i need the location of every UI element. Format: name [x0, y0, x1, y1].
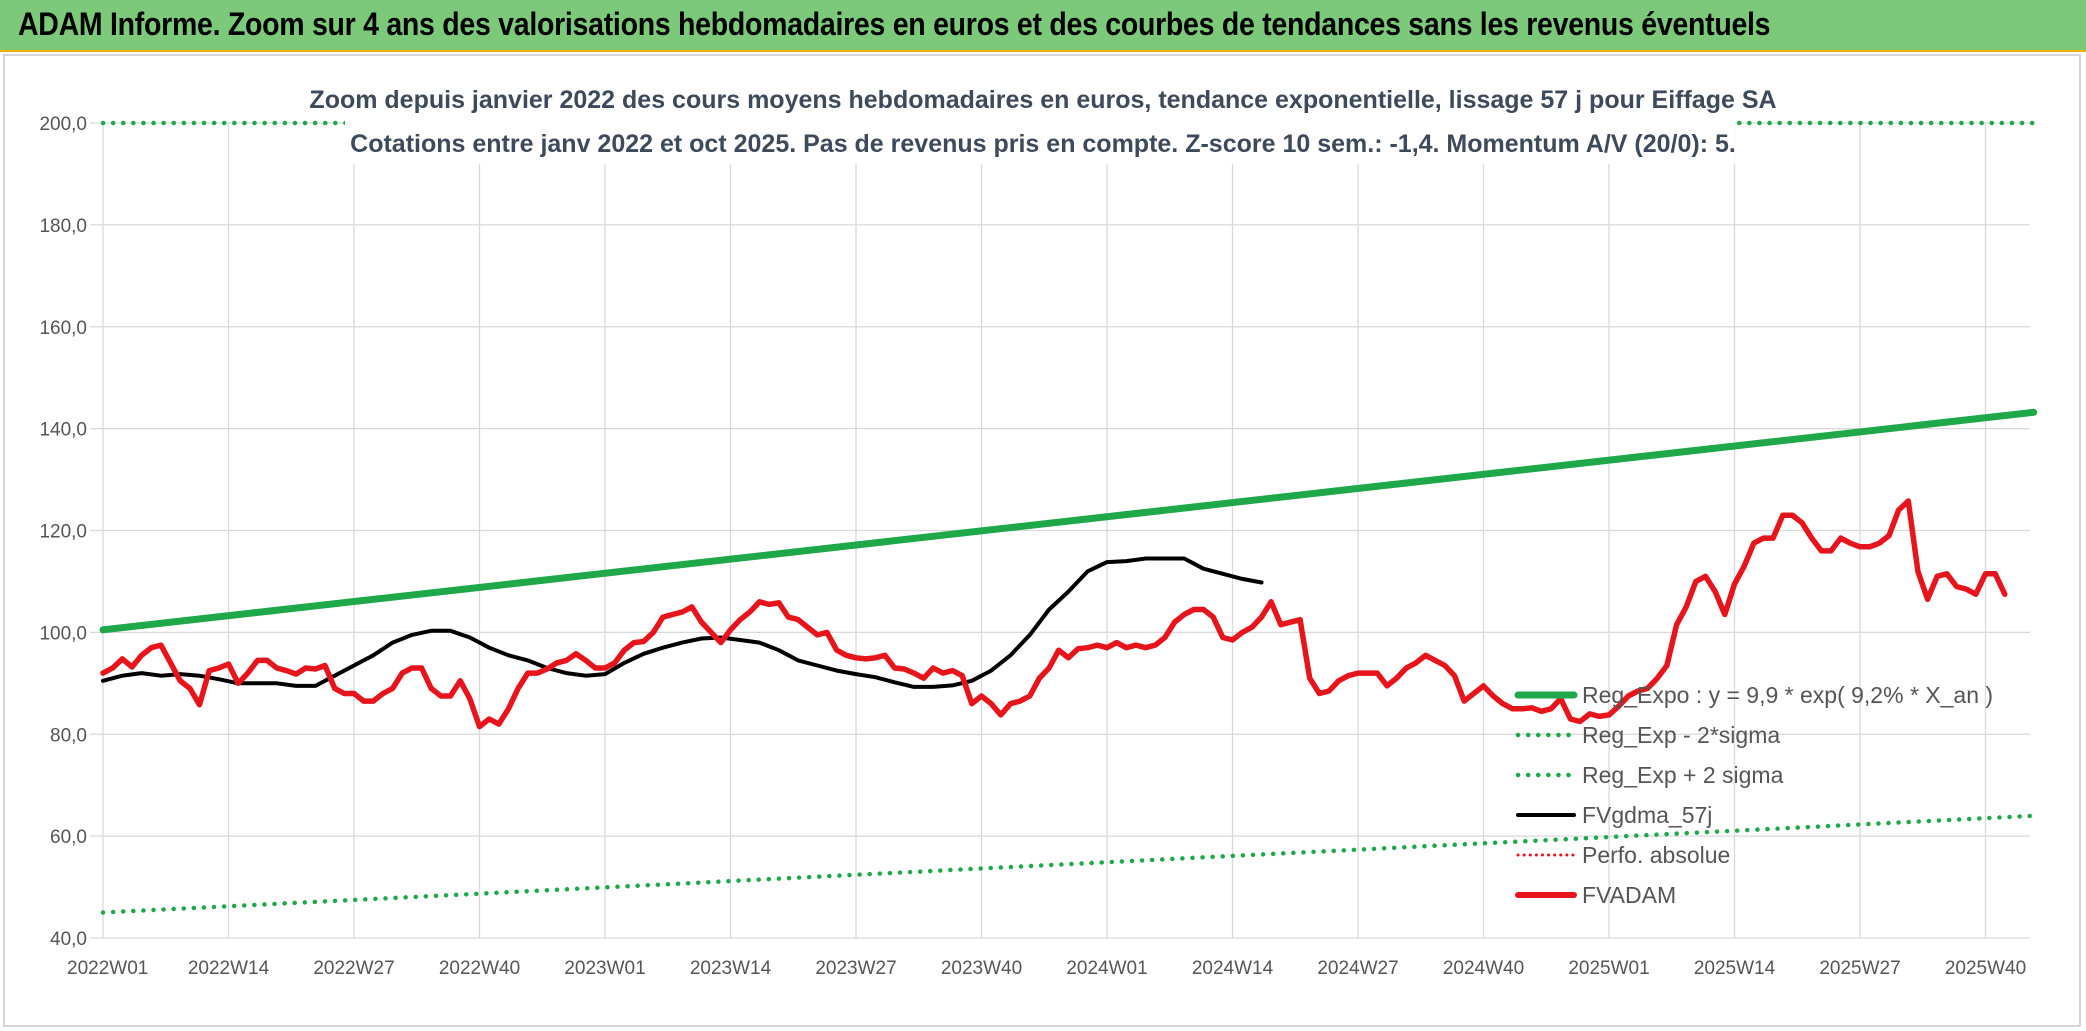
x-tick-label: 2022W01 — [67, 958, 148, 979]
legend-label: Reg_Exp + 2 sigma — [1582, 762, 1784, 788]
x-tick-label: 2025W27 — [1819, 958, 1900, 979]
series-layer — [99, 120, 2038, 915]
x-tick-label: 2024W27 — [1317, 958, 1398, 979]
fvgdma-line — [101, 556, 1264, 689]
x-tick-label: 2022W27 — [313, 958, 394, 979]
subtitle-background — [345, 78, 1735, 164]
y-tick-label: 80,0 — [50, 725, 87, 746]
legend-label: FVADAM — [1582, 882, 1676, 908]
x-tick-label: 2022W14 — [188, 958, 270, 979]
x-tick-label: 2023W01 — [564, 958, 645, 979]
y-tick-label: 120,0 — [39, 522, 87, 543]
title-banner: ADAM Informe. Zoom sur 4 ans des valoris… — [0, 0, 2086, 52]
x-tick-label: 2022W40 — [439, 958, 520, 979]
y-tick-label: 200,0 — [39, 114, 87, 135]
y-tick-label: 40,0 — [50, 929, 87, 950]
subtitle-line-1: Zoom depuis janvier 2022 des cours moyen… — [309, 86, 1776, 114]
x-tick-label: 2025W01 — [1568, 958, 1649, 979]
grid-lines — [90, 122, 2030, 939]
x-tick-label: 2025W40 — [1945, 958, 2026, 979]
y-tick-label: 160,0 — [39, 318, 87, 339]
fvadam-line — [100, 498, 2008, 730]
x-tick-label: 2024W14 — [1192, 958, 1274, 979]
x-tick-label: 2024W01 — [1066, 958, 1147, 979]
x-tick-label: 2023W40 — [941, 958, 1022, 979]
legend-label: Reg_Exp - 2*sigma — [1582, 722, 1780, 748]
legend-label: Perfo. absolue — [1582, 842, 1730, 868]
legend-label: Reg_Expo : y = 9,9 * exp( 9,2% * X_an ) — [1582, 682, 1993, 708]
subtitle-line-2: Cotations entre janv 2022 et oct 2025. P… — [350, 130, 1736, 158]
regression-line — [99, 408, 2038, 634]
x-tick-label: 2023W14 — [690, 958, 772, 979]
y-tick-label: 180,0 — [39, 216, 87, 237]
chart-title: ADAM Informe. Zoom sur 4 ans des valoris… — [18, 6, 1771, 42]
y-tick-label: 100,0 — [39, 623, 87, 644]
y-tick-label: 140,0 — [39, 420, 87, 441]
legend-label: FVgdma_57j — [1582, 802, 1712, 828]
y-tick-label: 60,0 — [50, 827, 87, 848]
chart-frame — [3, 54, 2081, 1027]
chart-subtitle: Zoom depuis janvier 2022 des cours moyen… — [309, 78, 1777, 164]
axis-labels: 40,0 60,0 80,0 100,0 120,0 140,0 160,0 180,0 200… — [39, 114, 2026, 979]
lower-band-line — [100, 813, 2037, 915]
x-tick-label: 2025W14 — [1694, 958, 1776, 979]
x-tick-label: 2024W40 — [1443, 958, 1524, 979]
legend: Reg_Expo : y = 9,9 * exp( 9,2% * X_an ) R… — [1514, 682, 1993, 908]
x-tick-label: 2023W27 — [815, 958, 896, 979]
